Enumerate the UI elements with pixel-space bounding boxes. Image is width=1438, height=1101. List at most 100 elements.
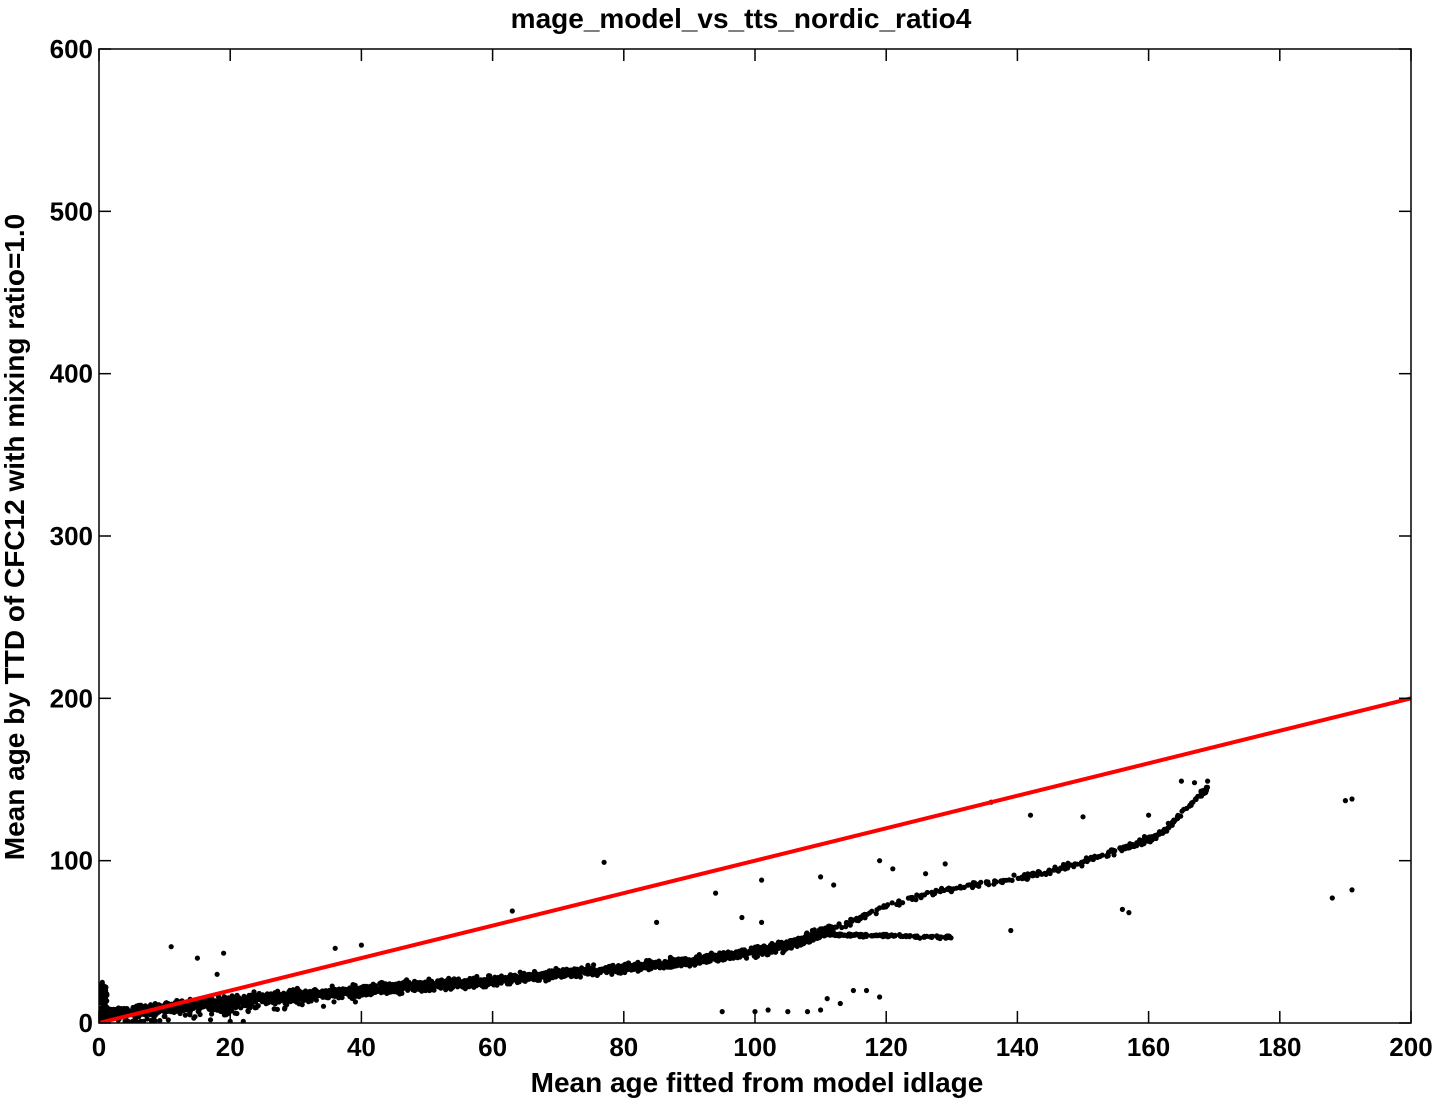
data-point [614,966,620,973]
data-point [1149,834,1155,840]
data-point [1030,873,1036,879]
data-point [413,981,419,988]
data-point [252,1005,258,1011]
data-point [1003,877,1009,883]
data-point [323,988,329,994]
data-point [102,1001,108,1007]
data-point [1342,798,1348,804]
data-point [765,1007,771,1013]
data-point [782,944,788,950]
data-point [890,866,896,872]
y-tick-label: 500 [50,196,93,226]
data-point [130,1005,136,1011]
data-point [1178,778,1184,784]
data-point [577,968,583,974]
data-point [869,908,875,914]
data-point [242,995,248,1001]
data-point [863,933,870,940]
data-point [905,895,912,901]
data-point [438,985,444,991]
data-point [712,956,718,962]
data-point [965,882,971,888]
data-point [252,999,259,1005]
y-axis-title: Mean age by TTD of CFC12 with mixing rat… [0,214,30,860]
data-point [390,988,397,994]
data-point [973,882,979,888]
data-point [1204,784,1211,791]
y-tick-label: 0 [79,1008,93,1038]
data-point [483,979,489,986]
data-point [577,972,583,978]
data-point [122,1008,128,1014]
data-point [469,977,475,983]
data-point [221,1012,227,1018]
data-point [284,1002,290,1008]
data-point [279,995,285,1001]
data-point [419,988,425,994]
data-point [1179,808,1185,814]
data-point [924,889,930,896]
data-point [221,950,227,956]
data-point [480,984,487,990]
data-point [818,1007,824,1013]
data-point [201,998,207,1004]
data-point [506,977,512,983]
data-point [343,990,349,996]
data-point [209,1011,215,1017]
x-tick-label: 100 [733,1032,776,1062]
data-point [356,994,362,1000]
data-point [182,1012,188,1018]
data-point [843,924,849,930]
data-point [909,894,916,901]
data-point [170,1005,176,1012]
data-point [998,878,1004,884]
data-point [1205,778,1211,784]
data-point [332,945,338,951]
data-point [168,944,174,950]
data-point [1051,867,1057,873]
data-point [218,1006,224,1012]
y-tick-label: 600 [50,34,93,64]
data-point [247,995,253,1001]
data-point [1090,856,1096,863]
data-point [138,1018,144,1023]
data-point [412,987,418,994]
data-point [1134,840,1140,846]
data-point [644,963,650,969]
data-point [1034,872,1040,879]
data-point [756,948,763,954]
data-point [837,1000,843,1007]
data-point [875,933,881,939]
data-point [1171,817,1177,823]
data-point [152,1018,158,1023]
data-point [785,1009,791,1015]
data-point [256,990,262,997]
data-point [882,903,888,910]
data-point [566,972,573,978]
data-point [638,961,644,968]
data-point [513,977,519,983]
data-point [620,966,626,972]
reference-line [99,696,1411,1023]
data-point [1111,852,1117,858]
data-point [746,950,752,956]
data-point [443,987,449,993]
data-point [422,980,428,986]
data-point [719,1009,725,1015]
data-point [597,967,603,973]
data-point [317,989,323,995]
data-point [373,988,379,995]
data-point [932,890,938,897]
data-point [635,968,641,974]
data-point [889,900,895,906]
data-point [1126,910,1132,916]
data-point [531,968,538,975]
data-point [536,973,542,980]
data-point [99,979,105,986]
data-point [625,960,632,966]
data-point [274,994,280,1000]
data-point [713,890,719,896]
data-point [609,968,615,974]
x-tick-label: 0 [92,1032,106,1062]
data-point [992,878,998,884]
